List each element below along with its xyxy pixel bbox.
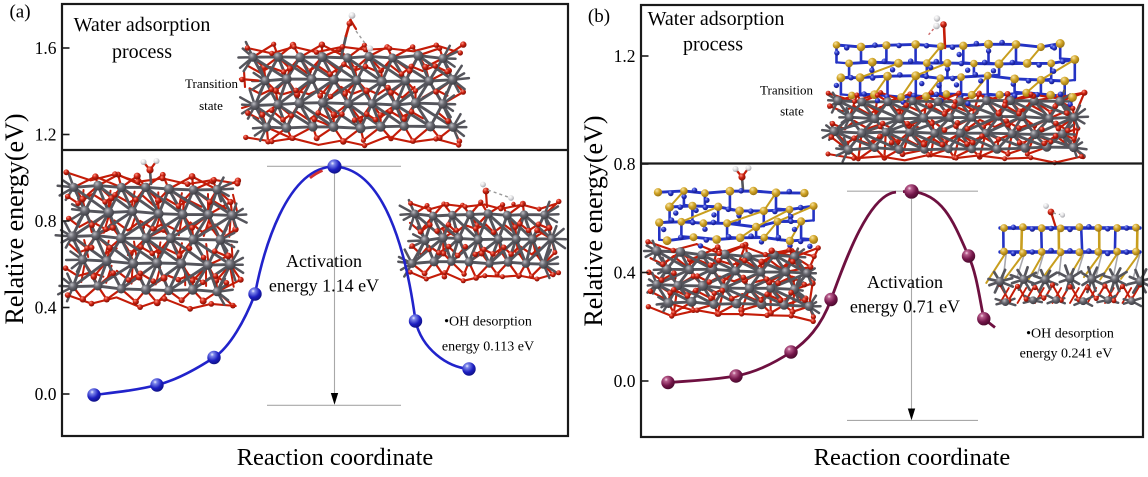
svg-text:1.2: 1.2 — [614, 46, 636, 66]
svg-text:Reaction coordinate: Reaction coordinate — [237, 444, 434, 471]
svg-text:Transition: Transition — [185, 76, 238, 91]
svg-text:0.0: 0.0 — [35, 384, 57, 404]
svg-text:process: process — [112, 41, 172, 63]
svg-text:Activation: Activation — [867, 272, 943, 292]
svg-text:energy 0.241 eV: energy 0.241 eV — [1020, 347, 1113, 362]
svg-text:Relative energy(eV): Relative energy(eV) — [579, 115, 608, 326]
svg-text:energy 0.71 eV: energy 0.71 eV — [850, 296, 960, 316]
svg-text:•OH desorption: •OH desorption — [444, 315, 532, 330]
svg-text:•OH desorption: •OH desorption — [1026, 327, 1114, 342]
svg-text:1.2: 1.2 — [35, 124, 57, 144]
svg-text:(a): (a) — [9, 2, 30, 23]
svg-text:0.8: 0.8 — [614, 154, 636, 174]
svg-text:energy 0.113 eV: energy 0.113 eV — [442, 340, 534, 355]
svg-text:Water adsorption: Water adsorption — [648, 8, 785, 30]
svg-text:Transition: Transition — [760, 83, 813, 98]
svg-text:0.4: 0.4 — [614, 262, 636, 282]
svg-text:Reaction coordinate: Reaction coordinate — [814, 444, 1011, 471]
svg-text:0.4: 0.4 — [35, 297, 57, 317]
svg-text:(b): (b) — [588, 6, 610, 27]
svg-text:state: state — [199, 98, 223, 113]
svg-text:1.6: 1.6 — [35, 38, 57, 58]
svg-text:Relative energy(eV): Relative energy(eV) — [0, 113, 29, 324]
svg-text:process: process — [683, 34, 743, 56]
svg-text:0.0: 0.0 — [614, 371, 636, 391]
svg-text:state: state — [780, 104, 804, 119]
svg-text:Activation: Activation — [286, 251, 362, 271]
svg-text:Water adsorption: Water adsorption — [74, 14, 211, 36]
svg-text:0.8: 0.8 — [35, 211, 57, 231]
svg-text:energy 1.14 eV: energy 1.14 eV — [269, 276, 379, 296]
